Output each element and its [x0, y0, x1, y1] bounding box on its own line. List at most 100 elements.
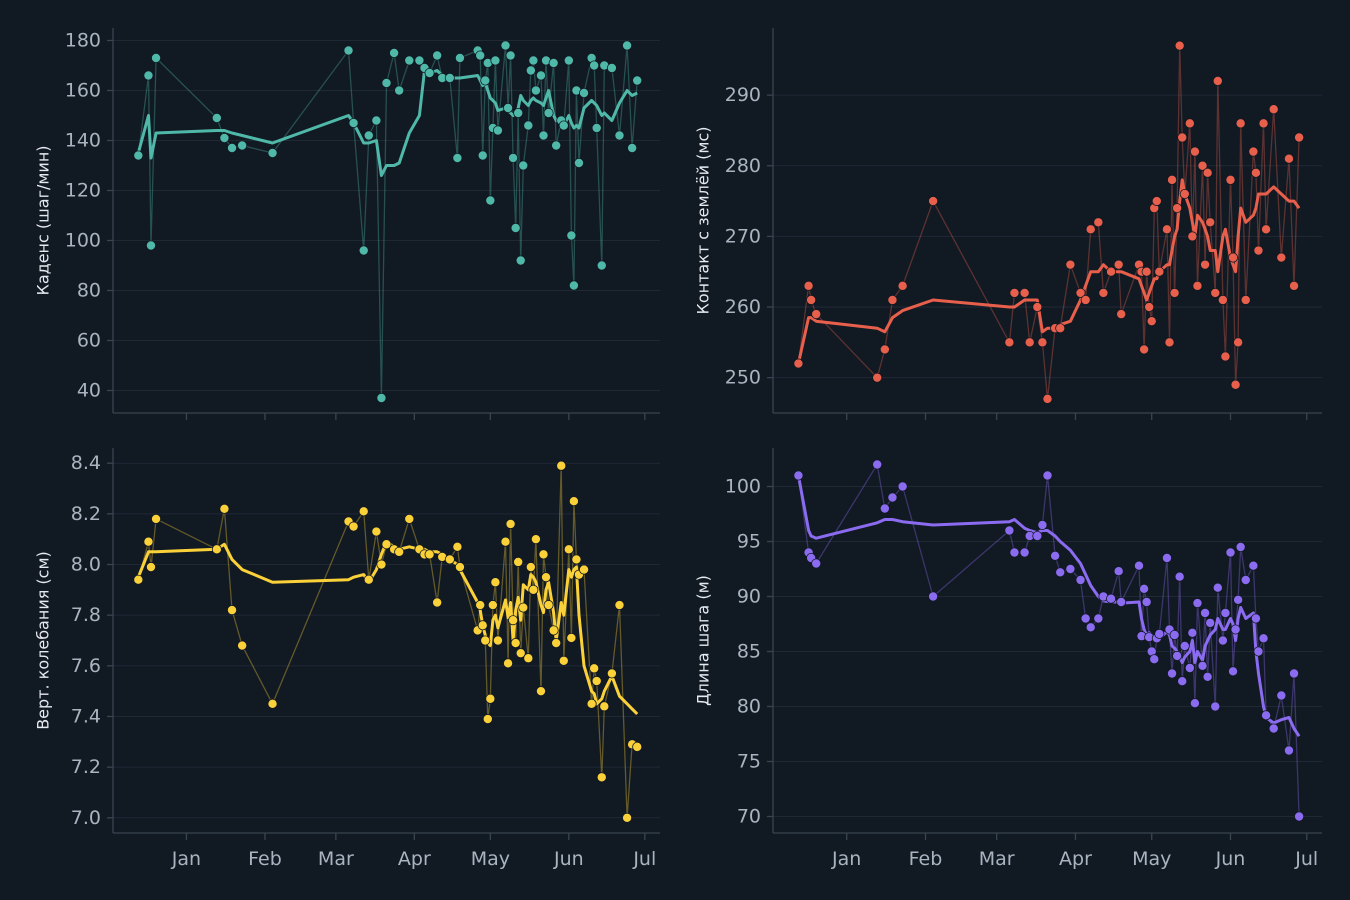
marker	[1075, 287, 1086, 298]
marker	[404, 55, 415, 66]
marker	[1197, 160, 1208, 171]
marker	[528, 584, 539, 595]
marker	[480, 635, 491, 646]
marker	[1174, 40, 1185, 51]
marker	[363, 574, 374, 585]
y-tick-label: 7.4	[71, 705, 101, 727]
marker	[632, 741, 643, 752]
marker	[596, 772, 607, 783]
marker	[879, 344, 890, 355]
marker	[1172, 650, 1183, 661]
marker	[548, 58, 559, 69]
marker	[1228, 666, 1239, 677]
marker	[525, 562, 536, 573]
marker	[1116, 597, 1127, 608]
marker	[505, 50, 516, 61]
marker	[1268, 104, 1279, 115]
marker	[1113, 566, 1124, 577]
y-tick-label: 90	[737, 586, 761, 608]
marker	[1093, 613, 1104, 624]
marker	[558, 120, 569, 131]
marker	[1212, 75, 1223, 86]
marker	[513, 556, 524, 567]
marker	[1042, 470, 1053, 481]
marker	[490, 577, 501, 588]
y-tick-label: 260	[725, 296, 761, 318]
marker	[1276, 690, 1287, 701]
marker	[1253, 646, 1264, 657]
marker	[1205, 217, 1216, 228]
marker	[551, 140, 562, 151]
y-tick-label: 120	[65, 180, 101, 202]
marker	[1019, 287, 1030, 298]
marker	[530, 534, 541, 545]
marker	[1106, 593, 1117, 604]
marker	[237, 140, 248, 151]
marker	[879, 503, 890, 514]
marker	[551, 638, 562, 649]
y-tick-label: 95	[737, 531, 761, 553]
y-tick-label: 85	[737, 641, 761, 663]
marker	[1230, 379, 1241, 390]
trend-line	[796, 178, 1301, 364]
x-tick-label: Jun	[1215, 848, 1246, 870]
marker	[1210, 701, 1221, 712]
marker	[1032, 531, 1043, 542]
marker	[381, 78, 392, 89]
marker	[1294, 132, 1305, 143]
marker	[1042, 393, 1053, 404]
marker	[515, 648, 526, 659]
x-tick-label: Apr	[1059, 848, 1092, 870]
marker	[1169, 287, 1180, 298]
marker	[1233, 594, 1244, 605]
marker	[143, 536, 154, 547]
marker	[381, 539, 392, 550]
marker	[371, 526, 382, 537]
marker	[558, 655, 569, 666]
marker	[1141, 597, 1152, 608]
y-tick-label: 80	[77, 280, 101, 302]
marker	[632, 75, 643, 86]
marker	[510, 638, 521, 649]
marker	[1217, 294, 1228, 305]
marker	[571, 554, 582, 565]
marker	[627, 142, 638, 153]
marker	[622, 812, 633, 823]
x-tick-label: Apr	[398, 848, 431, 870]
y-tick-label: 280	[725, 155, 761, 177]
marker	[1009, 547, 1020, 558]
marker	[928, 591, 939, 602]
marker	[444, 554, 455, 565]
marker	[1134, 560, 1145, 571]
marker	[452, 152, 463, 163]
x-tick-label: May	[1132, 848, 1171, 870]
marker	[503, 658, 514, 669]
marker	[211, 544, 222, 555]
marker	[227, 142, 238, 153]
marker	[1240, 575, 1251, 586]
marker	[928, 196, 939, 207]
marker	[394, 546, 405, 557]
marker	[348, 118, 359, 129]
y-tick-label: 75	[737, 751, 761, 773]
marker	[1113, 259, 1124, 270]
marker	[1004, 337, 1015, 348]
marker	[1139, 344, 1150, 355]
x-tick-label: Jul	[632, 848, 656, 870]
marker	[1177, 132, 1188, 143]
marker	[1154, 628, 1165, 639]
marker	[614, 130, 625, 141]
y-tick-label: 180	[65, 30, 101, 52]
marker	[145, 562, 156, 573]
y-axis-label: Верт. колебания (см)	[34, 551, 53, 730]
marker	[404, 513, 415, 524]
marker	[510, 222, 521, 233]
marker	[371, 115, 382, 126]
marker	[143, 70, 154, 81]
y-tick-label: 40	[77, 380, 101, 402]
y-tick-label: 7.6	[71, 655, 101, 677]
marker	[1202, 671, 1213, 682]
x-tick-label: May	[471, 848, 510, 870]
marker	[1055, 323, 1066, 334]
marker	[358, 506, 369, 517]
